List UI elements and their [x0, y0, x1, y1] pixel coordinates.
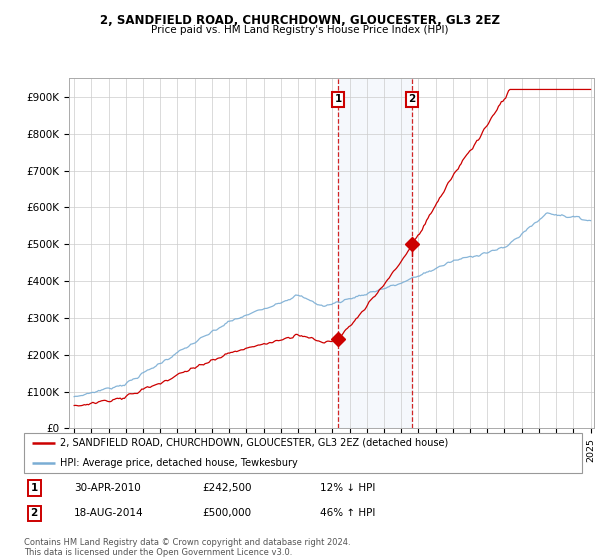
Text: 1: 1	[31, 483, 38, 493]
Text: 2: 2	[31, 508, 38, 519]
Text: £242,500: £242,500	[203, 483, 252, 493]
Text: Contains HM Land Registry data © Crown copyright and database right 2024.: Contains HM Land Registry data © Crown c…	[24, 538, 350, 547]
Text: This data is licensed under the Open Government Licence v3.0.: This data is licensed under the Open Gov…	[24, 548, 292, 557]
Text: 2, SANDFIELD ROAD, CHURCHDOWN, GLOUCESTER, GL3 2EZ (detached house): 2, SANDFIELD ROAD, CHURCHDOWN, GLOUCESTE…	[60, 438, 449, 448]
Text: 12% ↓ HPI: 12% ↓ HPI	[320, 483, 375, 493]
Text: Price paid vs. HM Land Registry's House Price Index (HPI): Price paid vs. HM Land Registry's House …	[151, 25, 449, 35]
FancyBboxPatch shape	[24, 433, 582, 473]
Text: 18-AUG-2014: 18-AUG-2014	[74, 508, 144, 519]
Text: £500,000: £500,000	[203, 508, 251, 519]
Text: 30-APR-2010: 30-APR-2010	[74, 483, 141, 493]
Text: 1: 1	[334, 94, 341, 104]
Text: HPI: Average price, detached house, Tewkesbury: HPI: Average price, detached house, Tewk…	[60, 458, 298, 468]
Text: 2: 2	[409, 94, 416, 104]
Text: 46% ↑ HPI: 46% ↑ HPI	[320, 508, 375, 519]
Bar	[338, 78, 412, 428]
Text: 2, SANDFIELD ROAD, CHURCHDOWN, GLOUCESTER, GL3 2EZ: 2, SANDFIELD ROAD, CHURCHDOWN, GLOUCESTE…	[100, 14, 500, 27]
